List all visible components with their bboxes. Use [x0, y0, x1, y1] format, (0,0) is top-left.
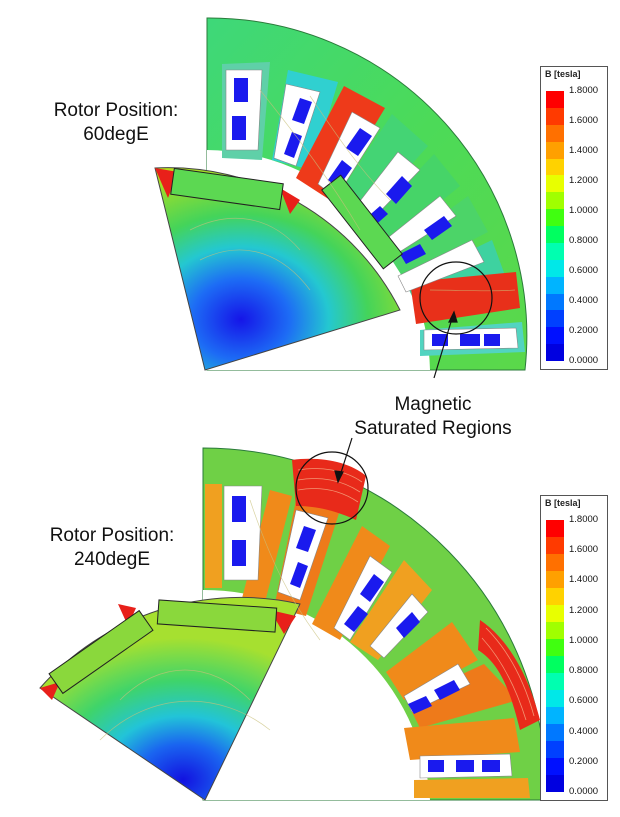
- top-motor-section: [154, 17, 528, 371]
- bottom-saturated-yoke: [478, 620, 540, 730]
- top-rotor-position-line1: Rotor Position:: [53, 100, 179, 121]
- legend-tick-label: 0.2000: [569, 755, 599, 767]
- bottom-saturation-circle: [295, 451, 369, 525]
- top-rotor-bridge: [155, 168, 178, 198]
- legend-swatch: [546, 622, 564, 639]
- top-rotor: [154, 167, 401, 371]
- top-rotor-position-label: Rotor Position: 60degE: [36, 99, 196, 147]
- bottom-motor-section: [39, 447, 547, 801]
- legend-swatch: [546, 259, 564, 277]
- legend-swatch: [546, 758, 564, 775]
- legend-swatch: [546, 724, 564, 741]
- legend-swatch: [546, 775, 564, 792]
- legend-title: B [tesla]: [545, 498, 581, 508]
- bottom-rotor-bridge: [40, 682, 60, 700]
- legend-swatch: [546, 276, 564, 294]
- top-saturation-circle: [419, 261, 493, 335]
- top-rotor-bridge: [280, 188, 300, 214]
- legend-swatch: [546, 124, 564, 142]
- legend-tick-label: 1.6000: [569, 544, 599, 556]
- legend-swatch: [546, 707, 564, 724]
- legend-swatch: [546, 520, 564, 537]
- legend-swatch: [546, 571, 564, 588]
- legend-color-bar: [546, 520, 564, 792]
- legend-tick-label: 1.2000: [569, 175, 599, 186]
- top-color-legend: B [tesla] 1.8000 1.6000 1.4000 1.2000 1.0000…: [540, 66, 608, 370]
- top-stator-tooth: [334, 114, 428, 222]
- legend-tick-label: 1.0000: [569, 634, 599, 646]
- legend-tick-label: 1.2000: [569, 604, 599, 616]
- legend-color-bar: [546, 91, 564, 361]
- legend-tick-label: 0.4000: [569, 295, 599, 306]
- legend-tick-label: 0.2000: [569, 325, 599, 336]
- legend-swatch: [546, 209, 564, 226]
- bottom-rotor-position-line1: Rotor Position:: [49, 525, 175, 546]
- legend-swatch: [546, 226, 564, 243]
- legend-tick-label: 1.8000: [569, 85, 599, 96]
- legend-swatch: [546, 605, 564, 622]
- legend-swatch: [546, 158, 564, 176]
- bottom-magnet: [156, 599, 278, 633]
- top-magnet: [321, 174, 403, 270]
- legend-tick-label: 0.0000: [569, 355, 599, 366]
- bottom-rotor-bridge: [118, 604, 136, 626]
- saturated-regions-annotation: Magnetic Saturated Regions: [338, 393, 528, 441]
- bottom-flux-lines: [99, 499, 321, 741]
- legend-swatch: [546, 344, 564, 361]
- legend-title: B [tesla]: [545, 69, 581, 79]
- top-magnet: [170, 167, 284, 211]
- legend-swatch: [546, 656, 564, 673]
- top-stator-tooth: [410, 272, 520, 324]
- legend-tick-label: 1.6000: [569, 115, 599, 126]
- top-rotor-position-line2: 60degE: [83, 124, 149, 145]
- legend-tick-label: 0.6000: [569, 265, 599, 276]
- legend-tick-label: 1.8000: [569, 514, 599, 525]
- legend-swatch: [546, 537, 564, 554]
- annotation-arrows: [334, 310, 458, 484]
- legend-swatch: [546, 175, 564, 193]
- annotation-line2: Saturated Regions: [354, 418, 512, 439]
- legend-swatch: [546, 690, 564, 707]
- bottom-coils: [232, 496, 500, 772]
- legend-swatch: [546, 673, 564, 690]
- bottom-stator-teeth: [205, 484, 530, 798]
- legend-swatch: [546, 192, 564, 210]
- legend-swatch: [546, 639, 564, 656]
- top-stator-tooth: [364, 154, 460, 248]
- legend-tick-label: 0.8000: [569, 235, 599, 246]
- annotation-line1: Magnetic: [394, 394, 472, 415]
- legend-swatch: [546, 141, 564, 159]
- bottom-rotor-position-label: Rotor Position: 240degE: [32, 524, 192, 572]
- legend-swatch: [546, 107, 564, 125]
- legend-swatch: [546, 554, 564, 571]
- legend-swatch: [546, 293, 564, 311]
- legend-tick-label: 1.4000: [569, 145, 599, 156]
- legend-swatch: [546, 310, 564, 328]
- legend-swatch: [546, 242, 564, 260]
- legend-tick-label: 0.0000: [569, 786, 599, 797]
- bottom-magnet: [48, 609, 154, 695]
- bottom-rotor-position-line2: 240degE: [73, 549, 151, 570]
- legend-swatch: [546, 91, 564, 108]
- legend-tick-label: 0.6000: [569, 695, 599, 707]
- legend-tick-label: 0.8000: [569, 665, 599, 677]
- legend-swatch: [546, 327, 564, 345]
- legend-swatch: [546, 741, 564, 758]
- legend-tick-label: 1.0000: [569, 205, 599, 216]
- legend-swatch: [546, 588, 564, 605]
- legend-tick-label: 1.4000: [569, 574, 599, 586]
- legend-tick-label: 0.4000: [569, 725, 599, 737]
- bottom-flux-lines-red: [297, 468, 535, 721]
- bottom-color-legend: B [tesla] 1.8000 1.6000 1.4000 1.2000 1.0000…: [540, 495, 608, 801]
- top-flux-lines: [189, 89, 516, 292]
